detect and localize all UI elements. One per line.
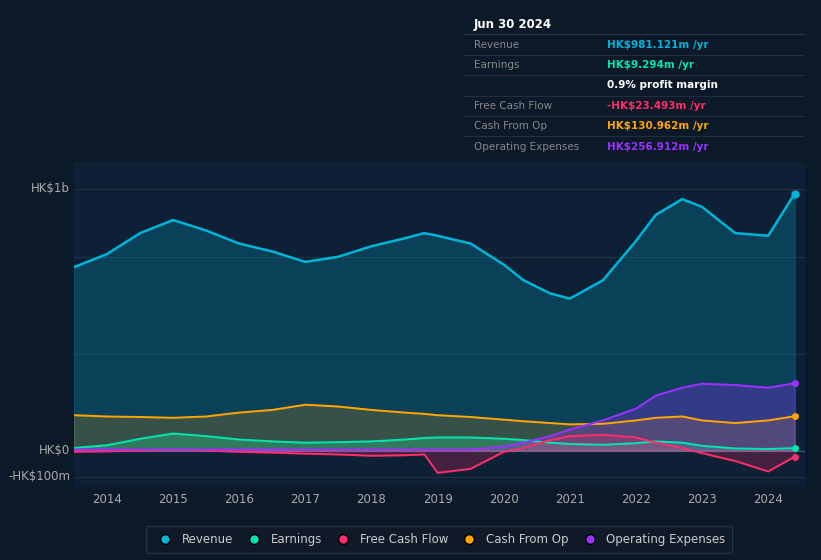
Text: HK$130.962m /yr: HK$130.962m /yr: [607, 121, 709, 131]
Text: HK$981.121m /yr: HK$981.121m /yr: [607, 40, 709, 50]
Text: HK$256.912m /yr: HK$256.912m /yr: [607, 142, 709, 152]
Text: HK$0: HK$0: [39, 444, 71, 457]
Text: -HK$100m: -HK$100m: [8, 470, 71, 483]
Text: Jun 30 2024: Jun 30 2024: [474, 18, 553, 31]
Text: -HK$23.493m /yr: -HK$23.493m /yr: [607, 101, 705, 111]
Text: Operating Expenses: Operating Expenses: [474, 142, 580, 152]
Text: Earnings: Earnings: [474, 60, 520, 70]
Text: Free Cash Flow: Free Cash Flow: [474, 101, 553, 111]
Legend: Revenue, Earnings, Free Cash Flow, Cash From Op, Operating Expenses: Revenue, Earnings, Free Cash Flow, Cash …: [146, 526, 732, 553]
Text: HK$1b: HK$1b: [31, 182, 71, 195]
Text: Revenue: Revenue: [474, 40, 519, 50]
Text: Cash From Op: Cash From Op: [474, 121, 547, 131]
Text: HK$9.294m /yr: HK$9.294m /yr: [607, 60, 694, 70]
Text: 0.9% profit margin: 0.9% profit margin: [607, 81, 718, 90]
